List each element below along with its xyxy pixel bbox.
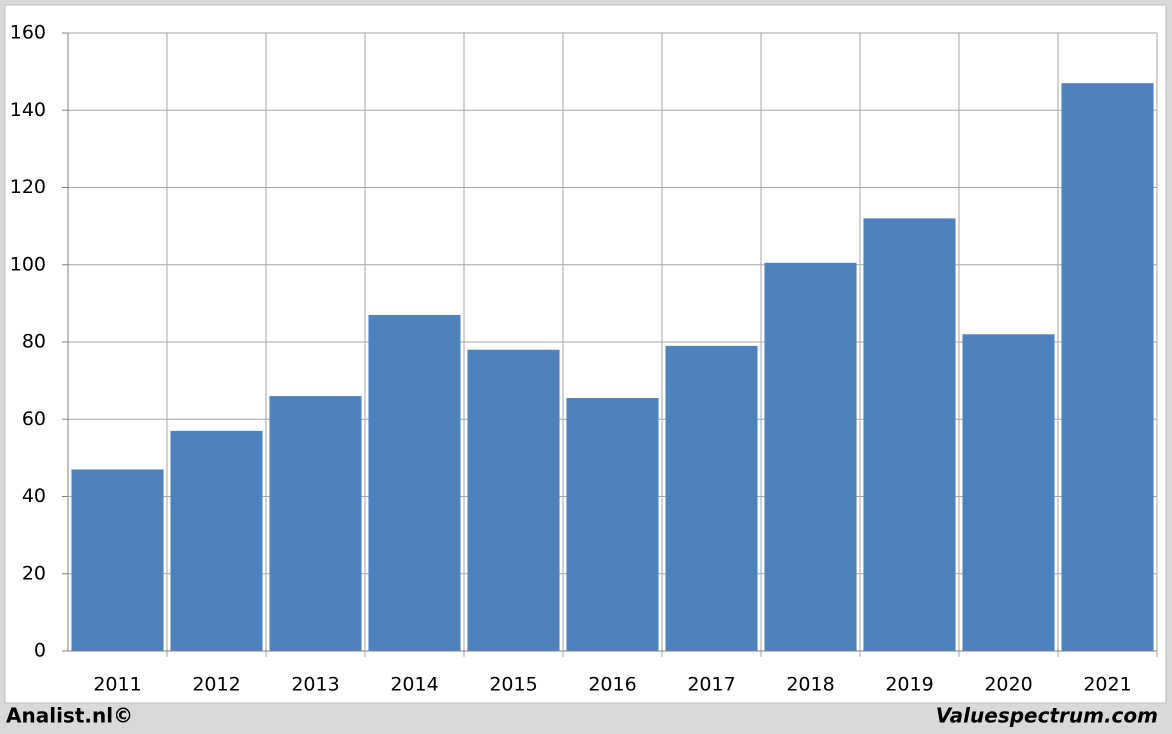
x-tick-label: 2021	[1083, 674, 1131, 696]
credit-right: Valuespectrum.com	[936, 704, 1158, 728]
bar	[71, 469, 164, 651]
y-tick-label: 0	[34, 640, 46, 662]
y-tick-label: 100	[10, 253, 46, 275]
x-tick-label: 2013	[291, 674, 339, 696]
bar	[665, 345, 758, 651]
bar	[170, 430, 263, 651]
bar	[566, 398, 659, 651]
x-tick-label: 2012	[192, 674, 240, 696]
x-tick-label: 2020	[984, 674, 1032, 696]
y-tick-label: 140	[10, 99, 46, 121]
bar	[764, 262, 857, 651]
bar	[962, 334, 1055, 651]
bar	[368, 314, 461, 651]
y-tick-label: 20	[22, 562, 46, 584]
y-tick-label: 80	[22, 331, 46, 353]
bar	[467, 349, 560, 651]
y-tick-label: 60	[22, 408, 46, 430]
x-tick-label: 2018	[786, 674, 834, 696]
x-tick-label: 2011	[93, 674, 141, 696]
y-tick-label: 160	[10, 22, 46, 44]
bar	[269, 396, 362, 651]
y-tick-label: 120	[10, 176, 46, 198]
bar	[863, 218, 956, 651]
x-tick-label: 2014	[390, 674, 438, 696]
y-tick-label: 40	[22, 485, 46, 507]
bar	[1061, 83, 1154, 651]
x-tick-label: 2019	[885, 674, 933, 696]
x-tick-label: 2015	[489, 674, 537, 696]
x-tick-label: 2017	[687, 674, 735, 696]
x-tick-label: 2016	[588, 674, 636, 696]
credit-left: Analist.nl©	[6, 704, 133, 728]
